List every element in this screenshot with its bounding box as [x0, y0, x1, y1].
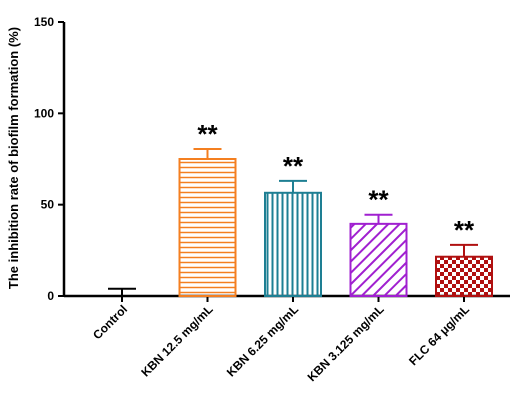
bar: [264, 191, 322, 297]
bar: [435, 255, 493, 297]
y-axis-title: The inhibition rate of biofilm formation…: [6, 27, 21, 289]
significance-label: **: [454, 215, 475, 245]
x-tick-label: Control: [90, 302, 130, 342]
significance-label: **: [197, 119, 218, 149]
bars: [108, 147, 493, 297]
x-tick-label: KBN 3.125 mg/mL: [305, 302, 387, 384]
y-tick-label: 100: [34, 106, 54, 120]
x-tick-label: KBN 12.5 mg/mL: [138, 302, 215, 379]
y-tick-label: 0: [47, 289, 54, 303]
x-tick-label: KBN 6.25 mg/mL: [224, 302, 301, 379]
x-tick-label: FLC 64 μg/mL: [406, 302, 472, 368]
y-tick-label: 150: [34, 15, 54, 29]
significance-label: **: [283, 151, 304, 181]
bar: [349, 222, 408, 297]
significance-label: **: [368, 185, 389, 215]
y-tick-label: 50: [41, 198, 55, 212]
bar: [178, 158, 237, 297]
